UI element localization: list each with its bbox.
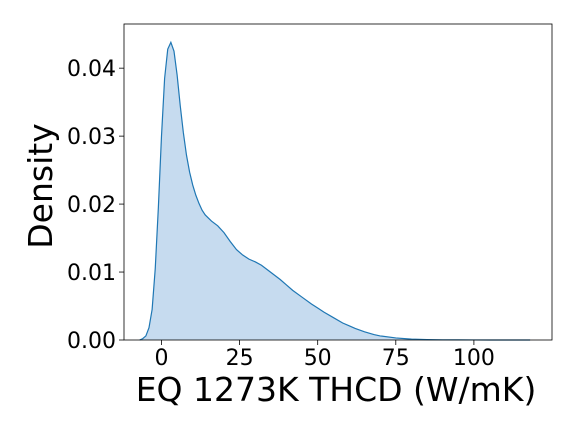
density-curve-line	[139, 40, 531, 341]
plot-frame	[123, 23, 553, 341]
x-tick-label: 25	[226, 346, 254, 371]
y-tick-label: 0.03	[67, 125, 116, 150]
density-area-fill	[139, 42, 531, 340]
x-tick-label: 50	[304, 346, 332, 371]
y-axis: 0.00 0.01 0.02 0.03 0.04	[67, 57, 124, 354]
x-tick-label: 100	[453, 346, 495, 371]
x-tick-label: 75	[382, 346, 410, 371]
x-axis-title: EQ 1273K THCD (W/mK)	[136, 370, 537, 409]
x-axis: 0 25 50 75 100	[154, 340, 495, 371]
y-tick-label: 0.04	[67, 57, 116, 82]
y-tick-label: 0.01	[67, 261, 116, 286]
y-axis-title: Density	[21, 123, 60, 248]
y-tick-label: 0.02	[67, 193, 116, 218]
x-tick-label: 0	[154, 346, 168, 371]
y-tick-label: 0.00	[67, 329, 116, 354]
